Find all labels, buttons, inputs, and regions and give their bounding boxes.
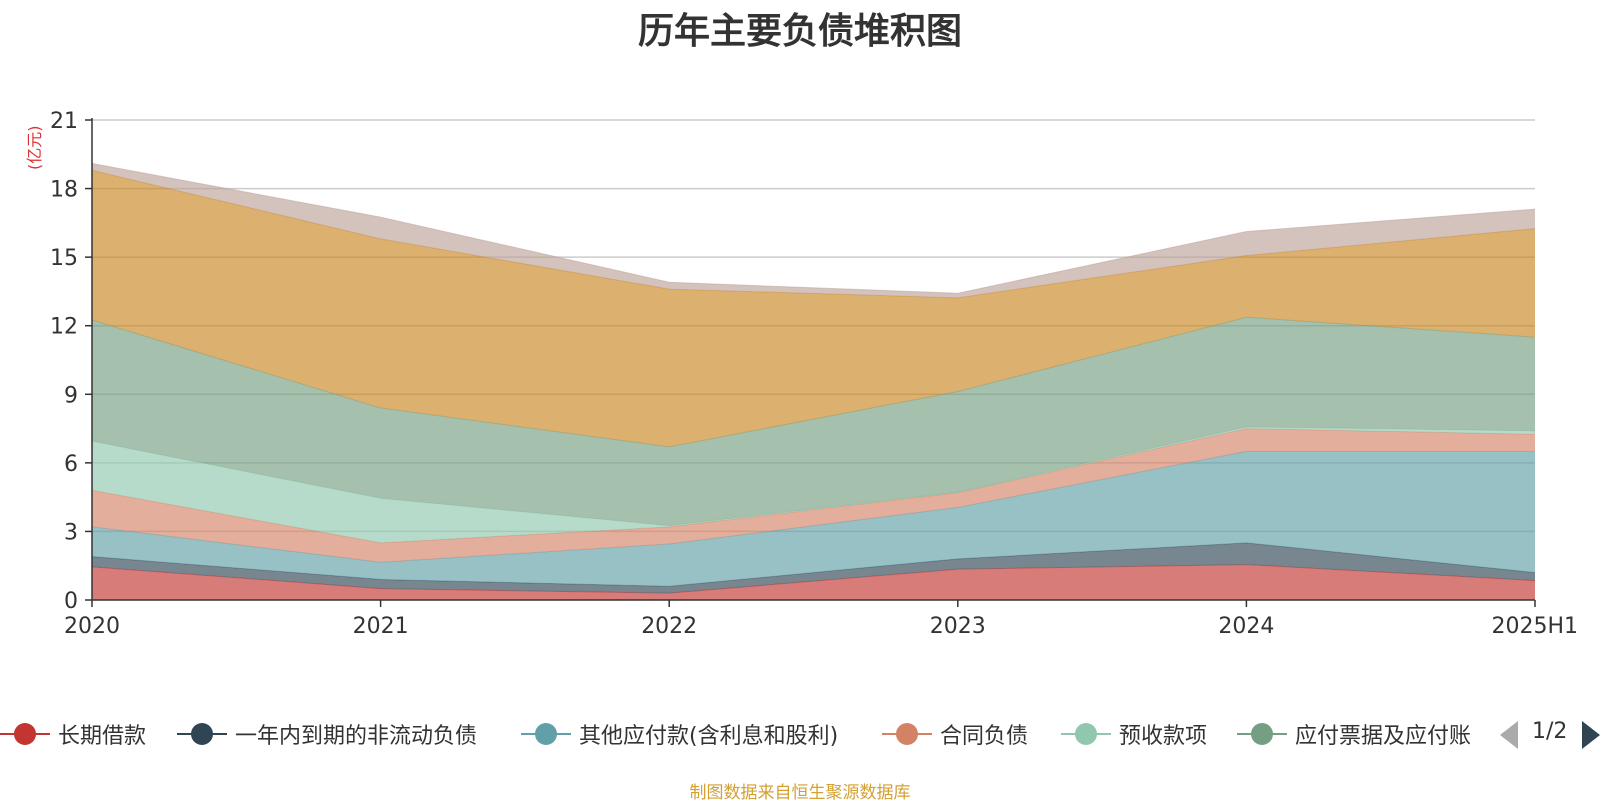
legend-label: 合同负债 bbox=[940, 724, 1029, 749]
area-series-3[interactable] bbox=[92, 451, 1535, 587]
legend-label: 长期借款 bbox=[58, 724, 147, 749]
legend-item-3[interactable]: 其他应付款(含利息和股利) bbox=[521, 719, 838, 749]
legend-next-page-icon[interactable] bbox=[1582, 721, 1600, 749]
legend-label: 应付票据及应付账 bbox=[1295, 724, 1472, 749]
legend-item-4[interactable]: 合同负债 bbox=[882, 719, 1028, 749]
x-tick-label: 2024 bbox=[1218, 614, 1274, 639]
legend-item-6[interactable]: 应付票据及应付账 bbox=[1237, 719, 1471, 749]
legend-label: 其他应付款(含利息和股利) bbox=[579, 724, 839, 749]
area-series-line-8 bbox=[91, 162, 1536, 294]
y-tick-label: 0 bbox=[64, 589, 78, 614]
y-tick-label: 15 bbox=[50, 246, 78, 271]
legend-item-2[interactable]: 一年内到期的非流动负债 bbox=[177, 719, 477, 749]
legend-item-1[interactable]: 长期借款 bbox=[0, 719, 146, 749]
area-series-7[interactable] bbox=[92, 170, 1535, 447]
legend-pager: 1/2 bbox=[1500, 717, 1600, 751]
area-series bbox=[91, 162, 1536, 600]
area-series-line-3 bbox=[91, 450, 1535, 563]
y-tick-label: 12 bbox=[50, 315, 78, 340]
legend-symbol-icon bbox=[1237, 719, 1287, 749]
legend-symbol-icon bbox=[1061, 719, 1111, 749]
axes: 0 3 6 9 12 15 18 21 2020 2021 2022 2023 2024 2025H1 bbox=[50, 109, 1578, 639]
legend-label: 预收款项 bbox=[1119, 724, 1208, 749]
x-tick-label: 2021 bbox=[353, 614, 409, 639]
legend: 长期借款 一年内到期的非流动负债 其他应付款(含利息和股利) 合同负债 预收款项 应付票据… bbox=[0, 719, 1600, 749]
y-tick-label: 21 bbox=[50, 109, 78, 134]
area-series-6[interactable] bbox=[92, 317, 1535, 526]
area-series-8[interactable] bbox=[92, 163, 1535, 298]
y-tick-label: 6 bbox=[64, 452, 78, 477]
x-tick-label: 2020 bbox=[64, 614, 120, 639]
x-tick-label: 2025H1 bbox=[1491, 614, 1578, 639]
area-series-5[interactable] bbox=[92, 426, 1535, 543]
area-series-4[interactable] bbox=[92, 428, 1535, 563]
legend-symbol-icon bbox=[521, 719, 571, 749]
legend-page-indicator: 1/2 bbox=[1532, 719, 1568, 744]
data-source-note: 制图数据来自恒生聚源数据库 bbox=[689, 783, 911, 803]
legend-symbol-icon bbox=[0, 719, 50, 749]
legend-symbol-icon bbox=[882, 719, 932, 749]
legend-item-5[interactable]: 预收款项 bbox=[1061, 719, 1207, 749]
legend-label: 一年内到期的非流动负债 bbox=[235, 724, 478, 749]
area-series-1[interactable] bbox=[92, 564, 1535, 600]
y-tick-label: 9 bbox=[64, 383, 78, 408]
x-tick-label: 2022 bbox=[641, 614, 697, 639]
chart-title: 历年主要负债堆积图 bbox=[637, 11, 962, 52]
legend-prev-page-icon[interactable] bbox=[1500, 721, 1518, 749]
y-tick-label: 3 bbox=[64, 520, 78, 545]
area-series-2[interactable] bbox=[92, 542, 1535, 594]
x-tick-label: 2023 bbox=[930, 614, 986, 639]
legend-symbol-icon bbox=[177, 719, 227, 749]
y-tick-label: 18 bbox=[50, 178, 78, 203]
